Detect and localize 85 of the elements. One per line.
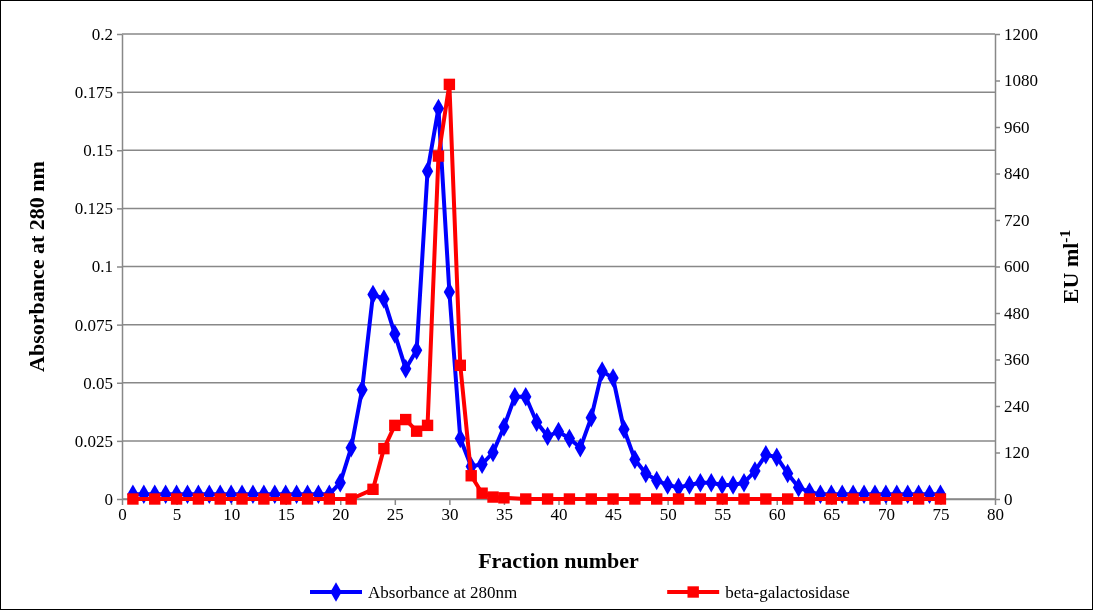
point [400, 413, 412, 426]
y-tick-label: 0.175 [74, 83, 113, 103]
point [541, 493, 554, 505]
point [367, 483, 379, 496]
x-tick-label: 80 [987, 505, 1004, 525]
y-tick-label: 0.125 [74, 199, 113, 219]
y2-tick-label: 480 [1004, 303, 1030, 323]
y2-tick-label: 120 [1004, 443, 1030, 463]
y-tick-label: 0.05 [83, 373, 113, 393]
y-tick-label: 0.15 [83, 141, 113, 161]
point [214, 493, 226, 505]
y2-tick-label: 0 [1004, 489, 1013, 509]
point [378, 442, 390, 455]
point [738, 493, 750, 505]
x-tick-label: 30 [441, 505, 459, 525]
point [454, 359, 466, 372]
point [345, 493, 357, 505]
point [258, 493, 270, 505]
point [301, 493, 314, 505]
x-tick-label: 15 [277, 505, 295, 525]
y2-tick-label: 1080 [1004, 71, 1038, 91]
y-tick-label: 0.1 [91, 257, 113, 277]
y-tick-label: 0.075 [74, 315, 113, 335]
point [651, 493, 663, 505]
point [443, 78, 456, 91]
point [912, 493, 925, 505]
legend-label: Absorbance at 280nm [368, 583, 518, 602]
point [465, 470, 477, 482]
x-tick-label: 65 [823, 505, 841, 525]
x-tick-label: 75 [932, 505, 950, 525]
x-tick-label: 55 [714, 505, 732, 525]
point [421, 419, 434, 432]
y-tick-label: 0 [104, 489, 113, 509]
y-tick-label: 0.025 [74, 431, 113, 451]
point [389, 419, 401, 432]
y2-tick-label: 360 [1004, 350, 1030, 370]
point [127, 493, 139, 505]
point [869, 493, 881, 505]
x-tick-label: 0 [118, 505, 127, 525]
y2-tick-label: 960 [1004, 117, 1030, 137]
point [891, 493, 903, 505]
point [803, 493, 816, 505]
point [487, 491, 499, 503]
x-axis-title: Fraction number [478, 548, 640, 573]
x-tick-label: 50 [659, 505, 677, 525]
point [825, 493, 838, 505]
point [716, 493, 728, 505]
y2-tick-label: 600 [1004, 257, 1030, 277]
point [192, 493, 205, 505]
point [629, 493, 641, 505]
x-tick-label: 60 [768, 505, 786, 525]
point [563, 493, 576, 505]
point [694, 493, 707, 505]
x-tick-label: 35 [495, 505, 513, 525]
point [149, 493, 161, 505]
point [279, 493, 292, 505]
y-tick-label: 0.2 [91, 24, 113, 44]
point [170, 493, 183, 505]
x-tick-label: 20 [332, 505, 350, 525]
y-axis-title: Absorbance at 280 nm [24, 161, 49, 372]
point [760, 493, 772, 505]
x-tick-label: 5 [172, 505, 182, 525]
point [672, 493, 685, 505]
point [934, 493, 947, 505]
point [607, 493, 619, 505]
x-tick-label: 45 [605, 505, 623, 525]
legend-label: beta-galactosidase [725, 583, 850, 602]
point [498, 492, 510, 504]
y2-tick-label: 240 [1004, 396, 1030, 416]
x-tick-label: 10 [223, 505, 241, 525]
point [585, 493, 597, 505]
y2-tick-label: 840 [1004, 164, 1030, 184]
x-tick-label: 25 [386, 505, 404, 525]
point [432, 150, 445, 162]
point [236, 493, 248, 505]
point [410, 425, 423, 437]
point [476, 487, 488, 499]
point [847, 493, 859, 505]
x-tick-label: 40 [550, 505, 568, 525]
y2-tick-label: 1200 [1004, 24, 1038, 44]
point [781, 493, 794, 505]
x-tick-label: 70 [877, 505, 895, 525]
y2-tick-label: 720 [1004, 210, 1030, 230]
point [520, 493, 532, 505]
point [323, 493, 336, 505]
